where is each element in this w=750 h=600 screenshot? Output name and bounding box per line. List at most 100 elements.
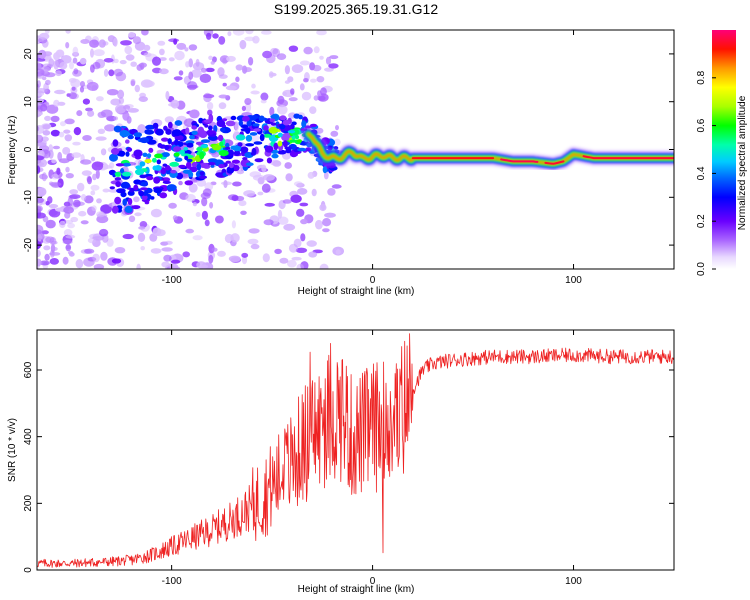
spectrogram-noise-blob: [228, 255, 241, 262]
spectrogram-noise-blob: [159, 48, 165, 56]
spectrogram-noise-blob: [37, 206, 42, 213]
spectrogram-noise-blob: [199, 73, 212, 84]
spectrogram-noise-blob: [173, 38, 178, 45]
spectrogram-noise-blob: [209, 202, 214, 209]
spectrogram-noise-blob: [117, 89, 125, 99]
spectrogram-noise-blob: [249, 171, 262, 178]
spectrogram-ridge-blob: [156, 159, 161, 165]
spectrogram-noise-blob: [310, 78, 317, 83]
spectrogram-noise-blob: [241, 252, 249, 258]
spectrogram-ridge-blob: [252, 123, 260, 127]
spectrogram-noise-blob: [235, 76, 240, 83]
spectrogram-noise-blob: [202, 188, 212, 197]
spectrogram-noise-blob: [90, 184, 100, 191]
spectrogram-noise-blob: [39, 32, 50, 40]
spectrogram-ridge-blob: [119, 130, 130, 138]
spectrogram-noise-blob: [241, 255, 248, 265]
spectrogram-ridge-blob: [309, 123, 318, 128]
spectrogram-noise-blob: [69, 194, 81, 200]
spectrogram-ridge-blob: [259, 133, 265, 142]
spectrogram-noise-blob: [150, 208, 162, 218]
spectrogram-noise-blob: [124, 45, 133, 55]
spectrogram-noise-blob: [282, 199, 292, 204]
spectrogram-noise-blob: [335, 249, 341, 255]
spectrogram-noise-blob: [217, 67, 225, 77]
spectrogram-noise-blob: [63, 229, 73, 237]
spectrogram-noise-blob: [111, 258, 122, 264]
spectrogram-noise-blob: [101, 148, 106, 155]
spectrogram-ridge-blob: [198, 117, 204, 124]
spectrogram-noise-blob: [96, 96, 104, 102]
spectrogram-noise-blob: [168, 102, 178, 107]
spectrogram-noise-blob: [81, 170, 92, 176]
spectrogram-noise-blob: [98, 228, 109, 237]
spectrogram-noise-blob: [53, 52, 60, 61]
spectrogram-noise-blob: [60, 55, 72, 64]
spectrogram-noise-blob: [40, 103, 48, 112]
spectrogram-noise-blob: [297, 188, 308, 195]
spectrogram-noise-blob: [333, 138, 341, 146]
spectrogram-ridge-blob: [167, 138, 172, 145]
spectrogram-ridge-blob: [170, 169, 177, 174]
spectrogram-ridge-blob: [115, 181, 122, 188]
spectrogram-ridge-blob: [240, 146, 249, 153]
spectrogram-noise-blob: [299, 60, 310, 66]
spectrogram-noise-blob: [262, 174, 275, 181]
spectrogram-noise-blob: [152, 56, 161, 66]
spectrogram-noise-blob: [130, 61, 137, 67]
spectrogram-noise-blob: [65, 166, 70, 173]
spectrogram-noise-blob: [37, 88, 48, 94]
colorbar-tick-label: 0.8: [696, 70, 707, 84]
spectrogram-noise-blob: [65, 30, 71, 34]
spectrogram-ridge-blob: [115, 163, 125, 167]
spectrogram-ridge-blob: [126, 147, 133, 152]
spectrogram-ridge-blob: [163, 125, 168, 131]
spectrogram-noise-blob: [100, 251, 108, 261]
spectrogram-noise-blob: [76, 110, 83, 117]
spectrogram-noise-blob: [90, 48, 94, 58]
spectrogram-ridge-blob: [200, 139, 211, 144]
spectrogram-noise-blob: [73, 68, 79, 75]
spectrogram-noise-blob: [206, 102, 214, 110]
spectrogram-y-tick-label: -10: [23, 190, 34, 205]
snr-x-tick-label: 100: [565, 576, 582, 587]
spectrogram-ridge-blob: [245, 162, 254, 166]
spectrogram-noise-blob: [296, 208, 305, 217]
spectrogram-noise-blob: [241, 105, 246, 112]
spectrogram-x-ticks: -100 0 100: [162, 30, 582, 286]
spectrogram-ridge-blob: [188, 171, 194, 178]
spectrogram-noise-blob: [230, 233, 240, 243]
spectrogram-noise-blob: [231, 220, 236, 229]
spectrogram-noise-blob: [87, 176, 92, 185]
spectrogram-noise-blob: [235, 64, 243, 71]
spectrogram-noise-blob: [319, 263, 329, 269]
spectrogram-noise-blob: [53, 99, 60, 107]
spectrogram-noise-blob: [37, 165, 41, 174]
spectrogram-noise-blob: [331, 184, 342, 189]
spectrogram-noise-blob: [211, 56, 217, 63]
snr-panel: -100 0 100 0 200 400 600 Height of straight l…: [7, 329, 675, 595]
spectrogram-noise-blob: [72, 46, 79, 56]
spectrogram-noise-blob: [182, 251, 190, 258]
spectrogram-ridge-blob: [114, 171, 122, 177]
spectrogram-ridge-blob: [198, 130, 208, 139]
spectrogram-ridge-blob: [266, 157, 272, 164]
spectrogram-ridge-blob: [273, 142, 279, 151]
spectrogram-ridge-blob: [111, 205, 119, 214]
spectrogram-ridge-blob: [204, 124, 209, 128]
spectrogram-noise-blob: [138, 96, 148, 102]
spectrogram-ridge-blob: [251, 147, 257, 156]
spectrogram-ridge-blob: [263, 133, 272, 138]
spectrogram-ridge-blob: [219, 141, 224, 147]
spectrogram-noise-blob: [69, 61, 74, 70]
spectrogram-noise-blob: [173, 76, 183, 81]
spectrogram-ridge-blob: [253, 128, 261, 132]
spectrogram-y-tick-label: 0: [23, 146, 34, 152]
spectrogram-ridge-blob: [159, 192, 168, 199]
spectrogram-noise-blob: [80, 159, 92, 165]
spectrogram-noise-blob: [248, 56, 254, 66]
spectrogram-noise-blob: [288, 45, 299, 52]
spectrogram-noise-blob: [287, 76, 294, 83]
spectrogram-ridge-blob: [196, 146, 203, 152]
spectrogram-ridge-blob: [183, 146, 188, 151]
